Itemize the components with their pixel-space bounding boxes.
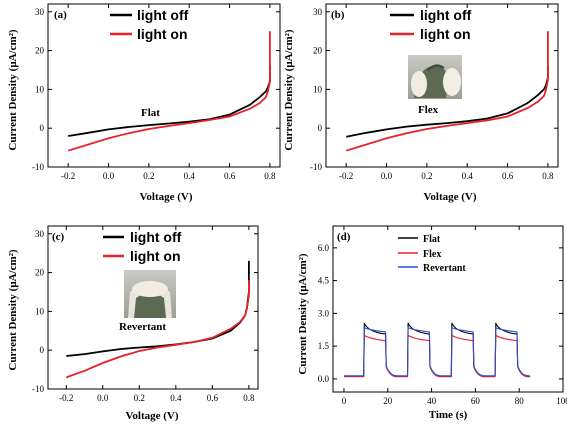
series-line-flat — [344, 322, 531, 377]
plot-frame — [47, 225, 259, 390]
legend: light off light on — [103, 229, 182, 264]
plot-frame — [47, 3, 281, 168]
y-tick-label: 4.5 — [318, 276, 330, 286]
y-tick-label: 6.0 — [318, 243, 330, 253]
series-line-light-on — [67, 31, 271, 152]
series-line-flex — [344, 334, 531, 378]
panel-label: (b) — [331, 9, 345, 21]
y-tick-label: 0 — [318, 123, 323, 133]
series-line-light-off — [346, 66, 549, 138]
annotation-flex: Flex — [418, 104, 439, 116]
plot-area: -0.2 0.0 0.2 0.4 0.6 0.8 -10 0 10 20 30 — [32, 225, 259, 403]
flex-photo — [408, 55, 462, 99]
x-tick-label: 0.0 — [97, 393, 109, 403]
legend-label-light-off: light off — [130, 229, 182, 245]
x-tick-label: 0.4 — [462, 171, 474, 181]
x-tick-label: 0.4 — [170, 393, 182, 403]
x-tick-label: 100 — [556, 396, 567, 406]
y-tick-label: 1.5 — [318, 341, 330, 351]
x-tick-label: 0 — [342, 396, 347, 406]
y-tick-label: 10 — [35, 84, 45, 94]
plot-frame — [325, 3, 559, 168]
x-tick-label: 0.6 — [207, 393, 219, 403]
y-tick-label: 20 — [313, 46, 323, 56]
plot-frame — [332, 225, 564, 393]
x-tick-label: -0.2 — [61, 171, 75, 181]
panel-label: (a) — [54, 9, 67, 21]
legend-label-light-on: light on — [130, 248, 181, 264]
x-tick-label: 0.4 — [184, 171, 196, 181]
legend-label-revertant: Revertant — [423, 263, 466, 274]
ylabel: Current Density (μA/cm²) — [7, 249, 19, 370]
plot-area: -0.2 0.0 0.2 0.4 0.6 0.8 -10 0 10 20 30 — [310, 3, 559, 181]
x-tick-label: 0.8 — [264, 171, 276, 181]
y-tick-label: 0 — [40, 345, 45, 355]
annotation-revertant: Revertant — [119, 321, 166, 333]
y-tick-label: -10 — [32, 384, 44, 394]
x-tick-label: -0.2 — [59, 393, 73, 403]
x-tick-label: 0.2 — [134, 393, 145, 403]
y-tick-label: 20 — [35, 268, 45, 278]
y-tick-label: 10 — [313, 84, 323, 94]
y-tick-label: 20 — [35, 46, 45, 56]
x-tick-label: 0.2 — [421, 171, 432, 181]
revertant-photo — [124, 270, 176, 318]
x-tick-label: 0.0 — [103, 171, 115, 181]
legend-label-light-on: light on — [420, 26, 471, 42]
y-tick-label: 3.0 — [318, 308, 330, 318]
x-tick-label: 0.6 — [502, 171, 514, 181]
x-tick-label: 0.8 — [542, 171, 554, 181]
x-tick-label: 0.6 — [224, 171, 236, 181]
legend: Flat Flex Revertant — [398, 234, 466, 274]
y-tick-label: -10 — [32, 162, 44, 172]
panel-a: Current Density (μA/cm²) Voltage (V) -0.… — [7, 3, 281, 203]
x-tick-label: 20 — [383, 396, 393, 406]
legend-label-light-off: light off — [137, 7, 189, 23]
legend: light off light on — [390, 7, 472, 42]
x-tick-label: 40 — [427, 396, 437, 406]
plot-area: -0.2 0.0 0.2 0.4 0.6 0.8 -10 0 10 20 30 — [32, 3, 281, 181]
legend-label-light-on: light on — [137, 26, 188, 42]
xlabel: Voltage (V) — [139, 191, 192, 203]
panel-c: Current Density (μA/cm²) Voltage (V) -0.… — [7, 225, 259, 422]
series-line-revertant — [344, 327, 531, 377]
plot-area: 0 20 40 60 80 100 0.0 1.5 3.0 4.5 6.0 — [318, 225, 567, 406]
panel-d: Current Density (μA/cm²) Time (s) 0 20 40 6… — [297, 225, 567, 421]
xlabel: Voltage (V) — [125, 410, 178, 422]
y-tick-label: -10 — [310, 162, 322, 172]
x-tick-label: 80 — [515, 396, 525, 406]
panel-label: (d) — [337, 231, 351, 243]
y-tick-label: 0 — [40, 123, 45, 133]
y-tick-label: 30 — [35, 7, 45, 17]
ylabel: Current Density (μA/cm²) — [7, 29, 19, 150]
ylabel: Current Density (μA/cm²) — [297, 253, 309, 374]
ylabel: Current Density (μA/cm²) — [283, 29, 295, 150]
x-tick-label: 0.2 — [143, 171, 154, 181]
xlabel: Time (s) — [429, 409, 468, 421]
y-tick-label: 30 — [313, 7, 323, 17]
series-line-light-on — [345, 31, 549, 152]
legend: light off light on — [110, 7, 189, 42]
x-tick-label: 0.0 — [381, 171, 393, 181]
annotation-flat: Flat — [141, 107, 160, 119]
y-tick-label: 30 — [35, 229, 45, 239]
panel-label: (c) — [52, 231, 65, 243]
x-tick-label: 0.8 — [243, 393, 255, 403]
x-tick-label: -0.2 — [339, 171, 353, 181]
legend-label-flex: Flex — [423, 249, 441, 260]
legend-label-light-off: light off — [420, 7, 472, 23]
panel-b: Current Density (μA/cm²) Voltage (V) -0.… — [283, 3, 559, 203]
x-tick-label: 60 — [471, 396, 481, 406]
y-tick-label: 0.0 — [318, 374, 330, 384]
y-tick-label: 10 — [35, 306, 45, 316]
xlabel: Voltage (V) — [423, 191, 476, 203]
legend-label-flat: Flat — [423, 234, 441, 245]
series-line-light-on — [65, 280, 250, 379]
